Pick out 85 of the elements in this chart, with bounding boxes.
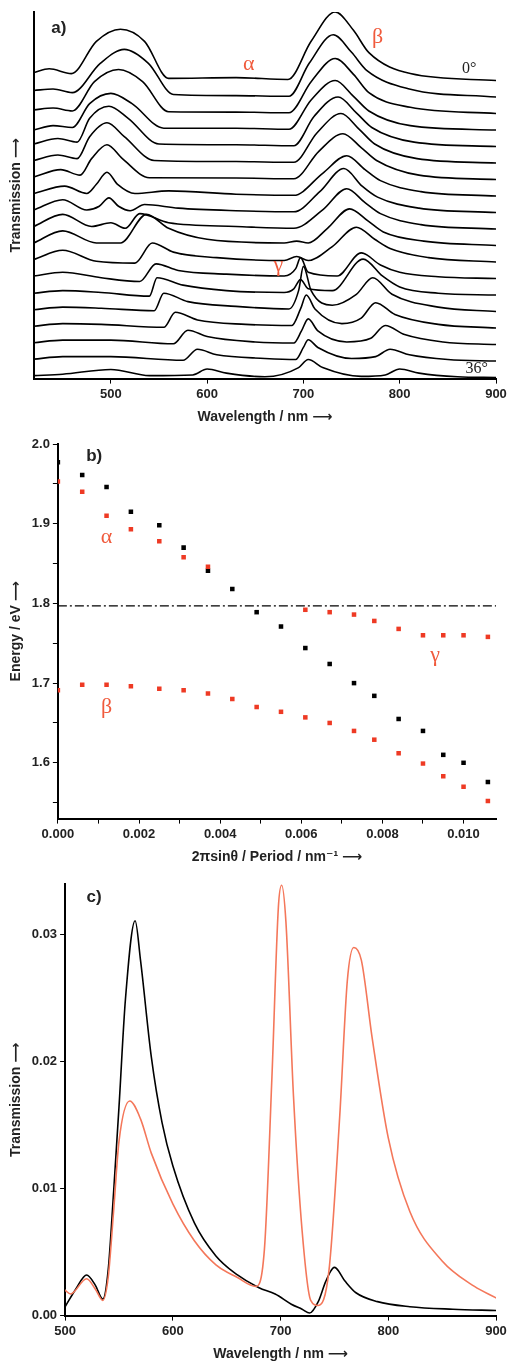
point: [157, 686, 162, 691]
y-axis-title: Energy / eV ⟶: [7, 581, 24, 682]
x-tick-label: 800: [388, 385, 411, 401]
x-tick-label: 500: [54, 1322, 76, 1338]
annotation: γ: [272, 250, 284, 276]
point: [351, 612, 357, 617]
x-tick-label: 600: [161, 1322, 184, 1338]
x-tick-label: 600: [196, 385, 218, 401]
annotation: b): [86, 445, 103, 465]
point: [128, 527, 134, 532]
y-tick-label: 0.02: [31, 1053, 58, 1069]
annotation: β: [372, 23, 384, 49]
point: [205, 564, 211, 569]
x-tick-label: 700: [292, 385, 315, 401]
x-axis-title: 2πsinθ / Period / nm⁻¹ ⟶: [191, 848, 363, 865]
x-axis-title: Wavelength / nm ⟶: [213, 1345, 348, 1362]
x-tick-label: 0.010: [447, 825, 480, 841]
y-tick-label: 2.0: [31, 435, 50, 451]
point: [181, 545, 186, 550]
point: [128, 509, 134, 515]
x-tick-label: 0.004: [203, 825, 238, 841]
point: [372, 737, 377, 742]
x-tick-label: 800: [377, 1322, 400, 1338]
point: [181, 554, 186, 560]
x-tick-label: 0.000: [41, 825, 75, 841]
y-axis-title: Transmission ⟶: [7, 1042, 24, 1157]
y-axis-title: Transmission ⟶: [7, 138, 24, 253]
annotation: 0°: [461, 59, 477, 77]
y-tick-label: 0.01: [31, 1180, 58, 1196]
y-tick-label: 0.03: [31, 926, 58, 942]
point: [327, 609, 332, 615]
x-tick-label: 900: [485, 385, 507, 401]
point: [104, 484, 109, 490]
point: [441, 752, 446, 758]
point: [420, 761, 426, 766]
point: [57, 479, 61, 484]
point: [461, 633, 466, 638]
annotation: α: [242, 50, 255, 76]
point: [327, 661, 332, 667]
point: [327, 720, 332, 726]
y-tick-label: 0.00: [31, 1307, 58, 1323]
x-tick-label: 500: [99, 385, 122, 401]
point: [420, 633, 426, 638]
point: [441, 774, 446, 779]
point: [181, 688, 186, 693]
point: [104, 682, 109, 687]
point: [303, 645, 308, 651]
x-tick-label: 0.006: [285, 825, 318, 841]
point: [278, 624, 284, 629]
point: [230, 586, 235, 592]
annotation: α: [100, 523, 113, 549]
annotation: 36°: [465, 358, 488, 376]
y-tick-label: 1.8: [31, 594, 50, 610]
annotation: γ: [429, 641, 441, 667]
x-axis-title: Wavelength / nm ⟶: [197, 408, 333, 425]
point: [372, 693, 377, 699]
y-tick-label: 1.6: [31, 754, 50, 770]
point: [303, 607, 308, 613]
point: [372, 618, 377, 624]
point: [157, 523, 162, 528]
point: [205, 691, 211, 696]
x-tick-label: 900: [485, 1322, 507, 1338]
point: [254, 609, 259, 615]
point: [128, 684, 134, 689]
point: [254, 704, 259, 710]
point: [79, 682, 85, 687]
point: [461, 760, 466, 766]
point: [396, 626, 401, 632]
x-tick-label: 0.002: [122, 825, 156, 841]
point: [396, 750, 401, 756]
annotation: c): [86, 887, 102, 907]
y-tick-label: 1.7: [31, 674, 50, 690]
point: [230, 696, 235, 702]
annotation: β: [100, 693, 113, 719]
point: [157, 538, 162, 544]
x-tick-label: 700: [269, 1322, 292, 1338]
point: [396, 716, 401, 722]
point: [441, 633, 446, 638]
point: [461, 784, 466, 789]
point: [303, 715, 308, 720]
y-tick-label: 1.9: [31, 515, 50, 531]
point: [104, 513, 109, 518]
point: [57, 688, 61, 693]
annotation: a): [51, 18, 67, 38]
x-tick-label: 0.008: [366, 825, 399, 841]
